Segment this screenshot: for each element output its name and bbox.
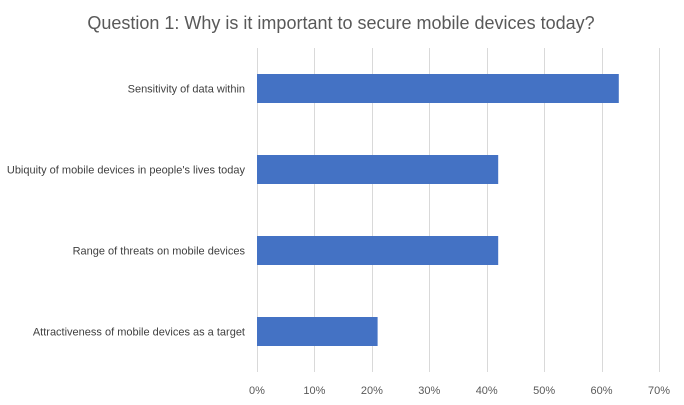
x-tick-label: 70% <box>648 385 670 397</box>
chart-title: Question 1: Why is it important to secur… <box>87 13 594 33</box>
bar <box>257 74 619 103</box>
bar <box>257 155 499 184</box>
x-tick-label: 10% <box>303 385 325 397</box>
x-tick-label: 50% <box>533 385 555 397</box>
bar <box>257 317 378 346</box>
category-label: Attractiveness of mobile devices as a ta… <box>33 327 245 339</box>
bars <box>257 74 619 346</box>
x-tick-label: 60% <box>591 385 613 397</box>
category-label: Sensitivity of data within <box>128 84 245 96</box>
x-tick-label: 20% <box>361 385 383 397</box>
category-label: Ubiquity of mobile devices in people's l… <box>7 165 246 177</box>
x-axis-tick-labels: 0% 10% 20% 30% 40% 50% 60% 70% <box>249 385 670 397</box>
category-label: Range of threats on mobile devices <box>73 246 246 258</box>
x-tick-label: 40% <box>476 385 498 397</box>
x-tick-label: 0% <box>249 385 265 397</box>
x-tick-label: 30% <box>418 385 440 397</box>
category-labels: Sensitivity of data within Ubiquity of mo… <box>7 84 246 339</box>
bar <box>257 236 499 265</box>
